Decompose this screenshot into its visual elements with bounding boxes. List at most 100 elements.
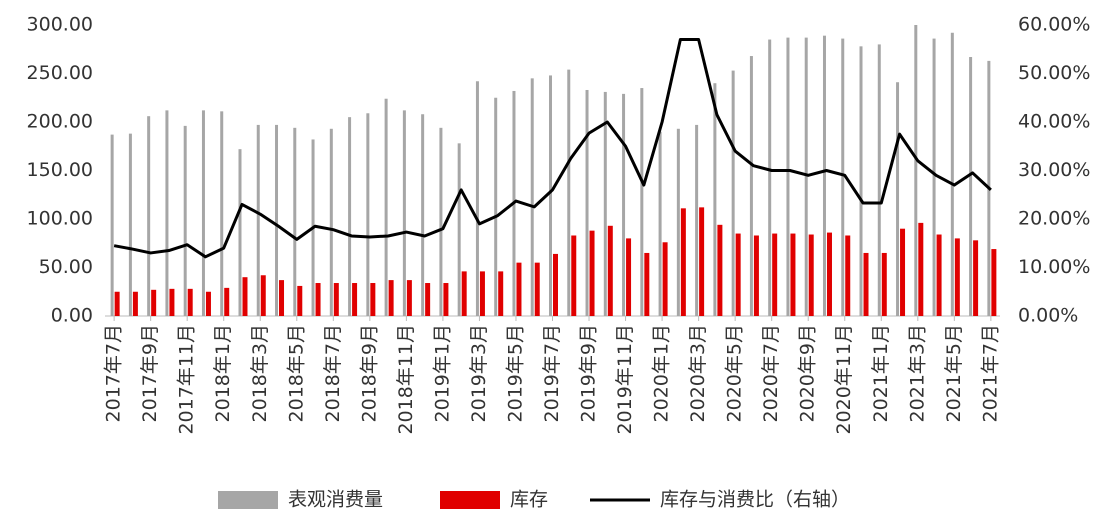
bar	[658, 131, 662, 316]
bar	[147, 116, 151, 317]
bar	[662, 242, 668, 316]
bar	[699, 207, 705, 316]
bar	[644, 252, 650, 316]
y-tick-label: 100.00	[27, 208, 93, 230]
bar	[622, 93, 626, 317]
bar	[808, 234, 814, 316]
y2-tick-label: 50.00%	[1018, 62, 1090, 84]
y-tick-label: 300.00	[27, 14, 93, 36]
y-tick-label: 200.00	[27, 111, 93, 133]
bar	[626, 238, 632, 316]
x-tick-label: 2018年5月	[285, 324, 307, 422]
bar	[238, 149, 242, 316]
bar	[991, 249, 997, 316]
x-tick-label: 2019年11月	[614, 324, 636, 435]
bar	[786, 37, 790, 317]
bar	[370, 283, 376, 316]
x-tick-label: 2021年5月	[943, 324, 965, 422]
bar	[279, 280, 285, 316]
bar	[494, 97, 498, 316]
bar	[804, 37, 808, 317]
x-tick-label: 2018年7月	[322, 324, 344, 422]
bar	[640, 88, 644, 316]
bar	[479, 271, 485, 316]
bar	[352, 283, 358, 316]
x-tick-label: 2021年1月	[870, 324, 892, 422]
x-tick-label: 2018年9月	[358, 324, 380, 422]
bar	[224, 287, 230, 316]
x-tick-label: 2017年11月	[176, 324, 198, 435]
bar	[183, 125, 187, 316]
bar	[822, 35, 826, 317]
x-tick-label: 2020年9月	[797, 324, 819, 422]
bar	[425, 283, 431, 316]
x-tick-label: 2020年1月	[651, 324, 673, 422]
y-tick-label: 50.00	[39, 256, 93, 278]
bar	[498, 271, 504, 316]
bar	[293, 127, 297, 316]
bar	[366, 113, 370, 317]
bar	[443, 283, 449, 316]
bar	[749, 56, 753, 316]
x-tick-label: 2019年5月	[504, 324, 526, 422]
y-tick-label: 0.00	[51, 305, 93, 327]
bar	[406, 280, 412, 316]
bar	[680, 208, 686, 316]
bar	[329, 128, 333, 316]
bar	[169, 288, 175, 316]
x-tick-label: 2019年3月	[468, 324, 490, 422]
bar	[768, 39, 772, 317]
bar	[461, 271, 467, 316]
bar	[220, 111, 224, 316]
y2-tick-label: 60.00%	[1018, 14, 1090, 36]
bar	[256, 124, 260, 316]
bar	[457, 143, 461, 316]
bar	[790, 233, 796, 316]
bar	[384, 98, 388, 316]
bar	[571, 235, 577, 316]
bar	[388, 280, 394, 316]
bar	[713, 83, 717, 316]
y-tick-label: 250.00	[27, 62, 93, 84]
bar	[954, 238, 960, 316]
bar	[896, 82, 900, 316]
y-tick-label: 150.00	[27, 159, 93, 181]
bar	[731, 70, 735, 316]
bar	[110, 134, 114, 316]
x-tick-label: 2020年3月	[687, 324, 709, 422]
bar	[932, 38, 936, 317]
bar	[676, 128, 680, 316]
legend-label: 库存与消费比（右轴）	[660, 489, 850, 511]
bar	[315, 283, 321, 316]
x-tick-label: 2020年7月	[760, 324, 782, 422]
bar	[859, 46, 863, 317]
bar	[936, 234, 942, 316]
bar	[128, 133, 132, 316]
bar	[242, 277, 248, 316]
bar	[950, 32, 954, 316]
y2-tick-label: 40.00%	[1018, 111, 1090, 133]
bar	[333, 283, 339, 316]
bar	[918, 222, 924, 316]
bar	[603, 91, 607, 317]
bar	[297, 285, 303, 316]
bar	[201, 110, 205, 316]
legend-label: 库存	[510, 489, 548, 511]
x-tick-label: 2021年3月	[906, 324, 928, 422]
bar	[549, 75, 552, 316]
bar	[151, 289, 157, 316]
bar	[530, 78, 534, 316]
legend-label: 表观消费量	[288, 489, 383, 511]
bar	[863, 252, 869, 316]
x-tick-label: 2019年1月	[431, 324, 453, 422]
bar	[205, 291, 211, 316]
bar	[348, 117, 352, 317]
bar	[900, 228, 906, 316]
bar	[607, 225, 613, 316]
bar	[877, 44, 881, 317]
bar	[841, 38, 845, 317]
bar	[114, 291, 120, 316]
bar	[845, 235, 851, 316]
x-tick-label: 2017年9月	[139, 324, 161, 422]
